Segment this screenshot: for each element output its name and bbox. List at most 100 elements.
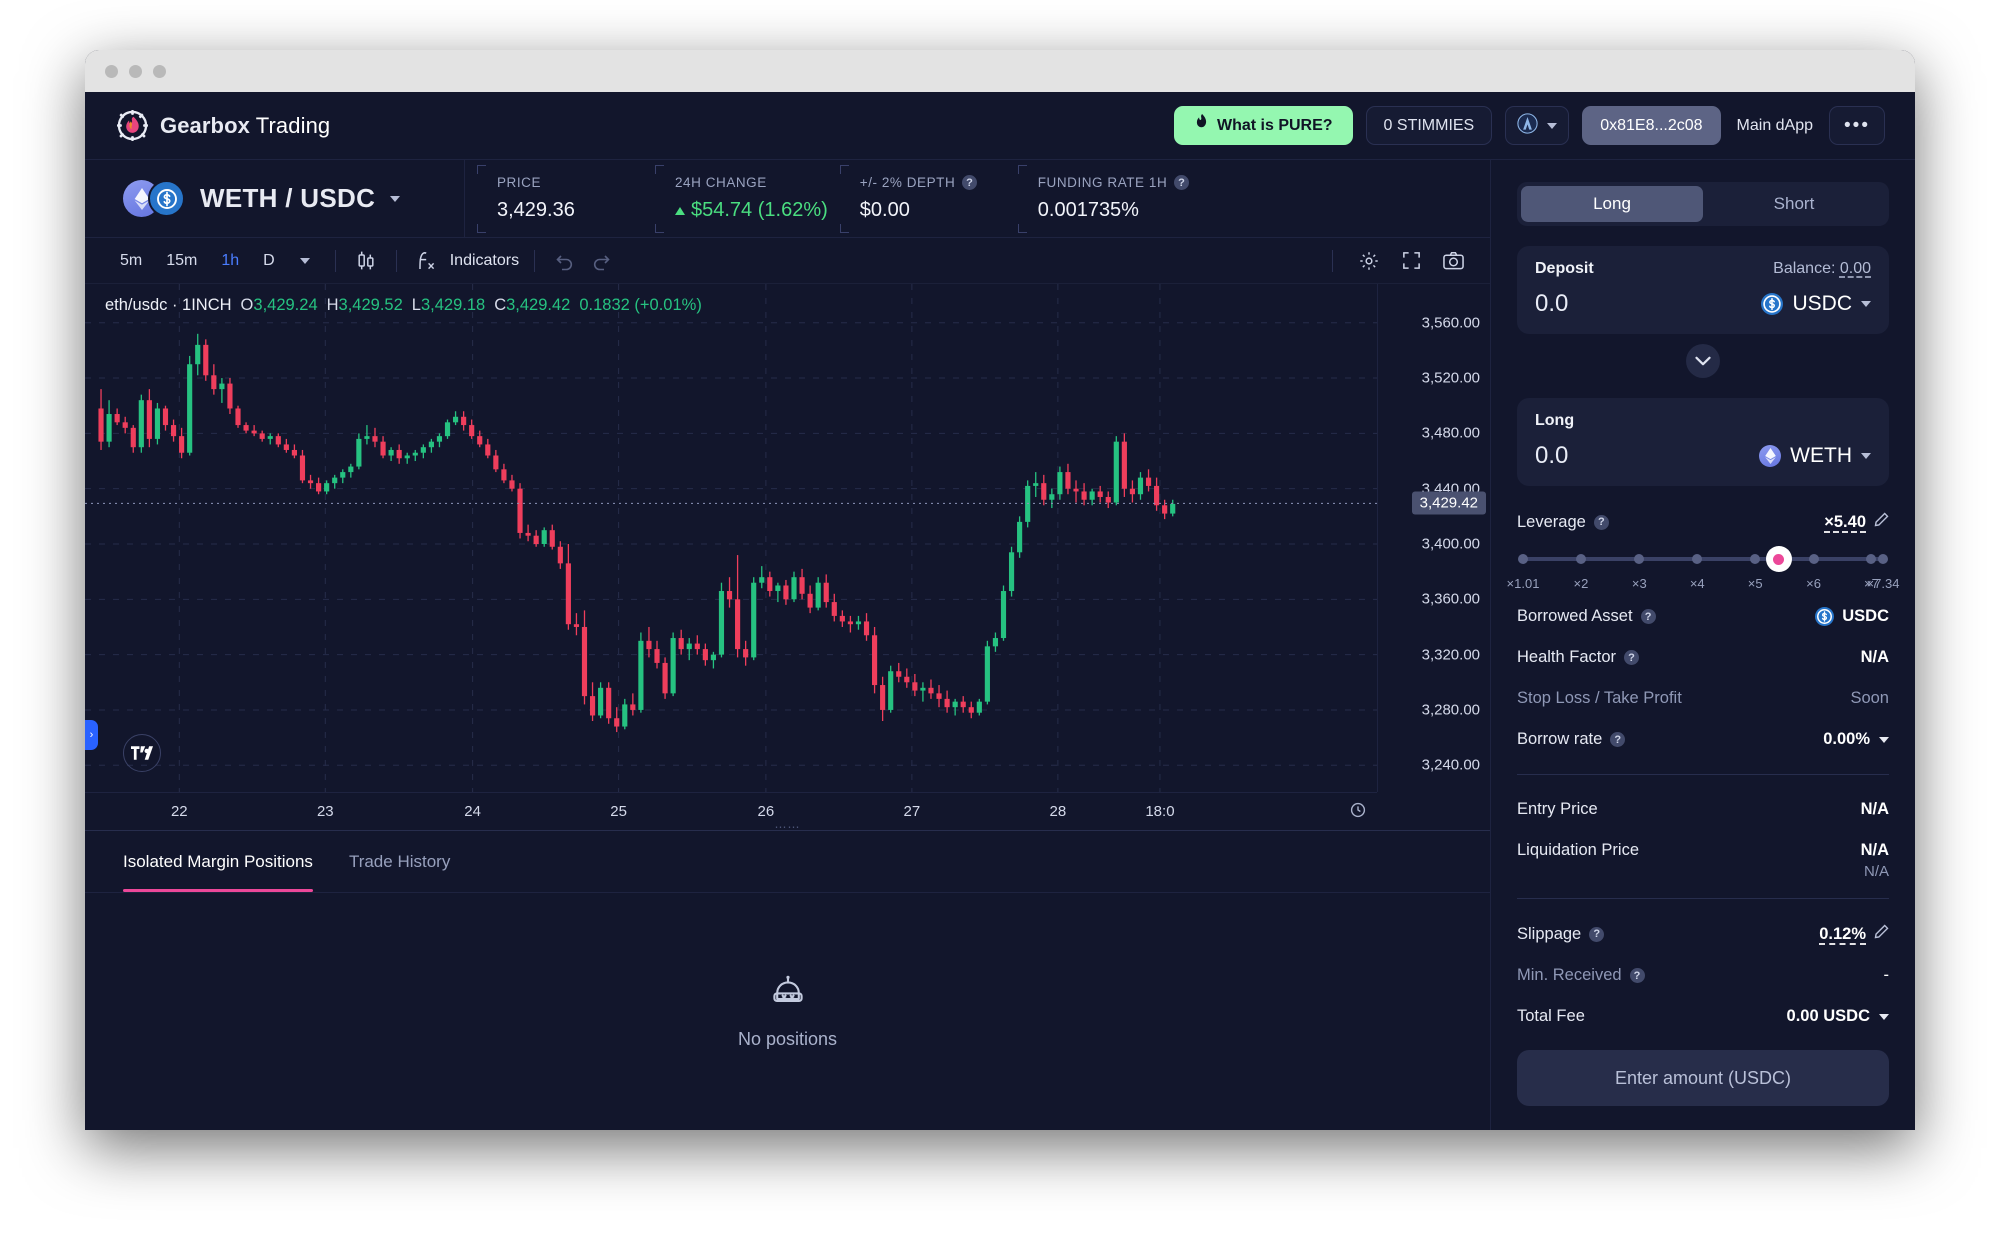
row-liquidation-price-sub: N/A — [1863, 863, 1889, 880]
leverage-slider-node[interactable] — [1808, 554, 1819, 564]
time-axis-label: 27 — [903, 803, 921, 820]
leverage-slider-node[interactable] — [1634, 554, 1645, 564]
leverage-tick-label: ×6 — [1806, 576, 1821, 591]
main-dapp-link[interactable]: Main dApp — [1736, 116, 1814, 134]
brand-logo[interactable]: Gearbox Trading — [117, 110, 330, 141]
tradingview-logo[interactable] — [123, 734, 161, 772]
leverage-value: ×5.40 — [1824, 512, 1866, 531]
timeframe-5m[interactable]: 5m — [120, 251, 143, 269]
deposit-card: Deposit Balance: 0.00 0.0 USDC — [1517, 246, 1889, 334]
chevron-down-icon[interactable] — [290, 246, 320, 276]
stat-24h-change-value-wrap: $54.74 (1.62%) — [675, 199, 828, 222]
clock-icon[interactable] — [1348, 800, 1368, 820]
help-icon[interactable]: ? — [1593, 514, 1609, 530]
long-amount-input[interactable]: 0.0 — [1535, 442, 1569, 469]
row-liquidation-price-value-wrap: N/A N/A — [1861, 841, 1889, 880]
leverage-slider-node[interactable] — [1750, 554, 1761, 564]
top-navigation-bar: Gearbox Trading What is PURE? 0 STIMMIES — [85, 92, 1915, 160]
help-icon[interactable]: ? — [1174, 175, 1190, 190]
price-axis-label: 3,240.00 — [1421, 756, 1480, 774]
trade-panel: Long Short Deposit Balance: 0.00 0.0 — [1491, 160, 1915, 1130]
positions-tabs: Isolated Margin Positions Trade History — [85, 831, 1490, 893]
row-borrow-rate-value: 0.00% — [1823, 730, 1870, 748]
side-short-button[interactable]: Short — [1773, 194, 1815, 213]
timeframe-d[interactable]: D — [263, 251, 275, 269]
chevron-down-icon[interactable] — [1879, 736, 1889, 743]
ohlc-low-value: 3,429.18 — [420, 296, 486, 314]
row-total-fee[interactable]: Total Fee 0.00 USDC — [1517, 996, 1889, 1037]
gear-icon[interactable] — [1354, 246, 1384, 276]
undo-icon[interactable] — [550, 246, 580, 276]
side-long-button[interactable]: Long — [1521, 186, 1703, 222]
help-icon[interactable]: ? — [962, 175, 978, 190]
camera-icon[interactable] — [1438, 246, 1468, 276]
chart-side-panel-toggle[interactable]: › — [85, 720, 98, 750]
robot-icon — [769, 974, 807, 1013]
redo-icon[interactable] — [586, 246, 616, 276]
row-slippage: Slippage ? 0.12% — [1517, 913, 1889, 955]
row-slippage-value-wrap[interactable]: 0.12% — [1819, 924, 1889, 944]
window-minimize-button[interactable] — [129, 64, 142, 78]
stimmies-button[interactable]: 0 STIMMIES — [1365, 106, 1493, 145]
fullscreen-icon[interactable] — [1396, 246, 1426, 276]
help-icon[interactable]: ? — [1589, 926, 1605, 942]
leverage-tick-label: ×7 — [1864, 576, 1879, 591]
market-pair-selector[interactable]: WETH / USDC — [85, 160, 465, 237]
price-axis[interactable]: 3,560.00 3,520.00 3,480.00 3,440.00 3,400.00… — [1377, 284, 1490, 792]
help-icon[interactable]: ? — [1629, 968, 1645, 983]
help-icon[interactable]: ? — [1640, 609, 1656, 624]
tab-isolated-margin-positions[interactable]: Isolated Margin Positions — [123, 831, 313, 892]
price-axis-label: 3,280.00 — [1421, 701, 1480, 719]
stat-funding-rate-value: 0.001735% — [1037, 199, 1139, 221]
long-token-selector[interactable]: WETH — [1759, 444, 1871, 468]
pencil-icon[interactable] — [1874, 924, 1889, 944]
long-token-label: WETH — [1790, 444, 1852, 467]
ohlc-close-value: 3,429.42 — [506, 296, 571, 314]
what-is-pure-button[interactable]: What is PURE? — [1173, 106, 1353, 145]
deposit-token-selector[interactable]: USDC — [1761, 292, 1871, 316]
divider — [1517, 898, 1889, 899]
current-price-tag: 3,429.42 — [1411, 491, 1486, 515]
indicators-button[interactable]: Indicators — [449, 251, 520, 269]
stat-funding-rate-label: FUNDING RATE 1H — [1037, 175, 1168, 190]
function-icon[interactable] — [412, 246, 442, 276]
divider — [1517, 774, 1889, 775]
tab-trade-history[interactable]: Trade History — [348, 851, 451, 871]
wallet-address-button[interactable]: 0x81E8...2c08 — [1582, 106, 1721, 145]
row-min-received-key-wrap: Min. Received ? — [1517, 966, 1645, 985]
help-icon[interactable]: ? — [1624, 650, 1640, 665]
leverage-slider[interactable] — [1518, 546, 1888, 572]
pencil-icon[interactable] — [1874, 512, 1889, 532]
row-min-received: Min. Received ? - — [1517, 955, 1889, 996]
swap-direction-button[interactable] — [1686, 344, 1720, 378]
leverage-slider-thumb[interactable] — [1765, 546, 1792, 572]
deposit-amount-input[interactable]: 0.0 — [1535, 290, 1569, 317]
more-options-button[interactable]: ••• — [1829, 106, 1885, 145]
timeframe-15m[interactable]: 15m — [166, 251, 198, 269]
submit-order-button[interactable]: Enter amount (USDC) — [1517, 1050, 1889, 1106]
help-icon[interactable]: ? — [1610, 732, 1626, 747]
leverage-value-wrap[interactable]: ×5.40 — [1824, 512, 1889, 532]
time-axis-label: 24 — [464, 803, 481, 820]
price-chart[interactable]: eth/usdc · 1INCH O3,429.24 H3,429.52 L3,… — [85, 284, 1490, 834]
chevron-down-icon[interactable] — [1879, 1013, 1889, 1020]
leverage-tick-label: ×7.34 — [1866, 576, 1900, 591]
leverage-slider-node[interactable] — [1866, 554, 1877, 564]
timeframe-1h[interactable]: 1h — [221, 251, 240, 269]
time-axis[interactable]: 22 23 24 25 26 27 28 18:0 — [85, 792, 1377, 830]
leverage-label: Leverage — [1517, 512, 1586, 531]
what-is-pure-label: What is PURE? — [1216, 116, 1333, 134]
window-maximize-button[interactable] — [153, 64, 166, 78]
deposit-balance[interactable]: Balance: 0.00 — [1773, 260, 1871, 278]
candlestick-icon[interactable] — [351, 246, 381, 276]
chart-resize-grip[interactable]: ⋯⋯ — [774, 820, 801, 834]
leverage-slider-node[interactable] — [1692, 554, 1703, 564]
leverage-slider-node[interactable] — [1878, 554, 1888, 564]
row-borrowed-asset-value-wrap: USDC — [1815, 607, 1889, 626]
window-close-button[interactable] — [105, 64, 118, 78]
leverage-slider-node[interactable] — [1575, 554, 1586, 564]
row-borrow-rate[interactable]: Borrow rate ? 0.00% — [1517, 719, 1889, 760]
network-selector[interactable] — [1505, 106, 1570, 145]
leverage-slider-node[interactable] — [1518, 554, 1528, 564]
row-health-factor-value: N/A — [1860, 648, 1889, 666]
